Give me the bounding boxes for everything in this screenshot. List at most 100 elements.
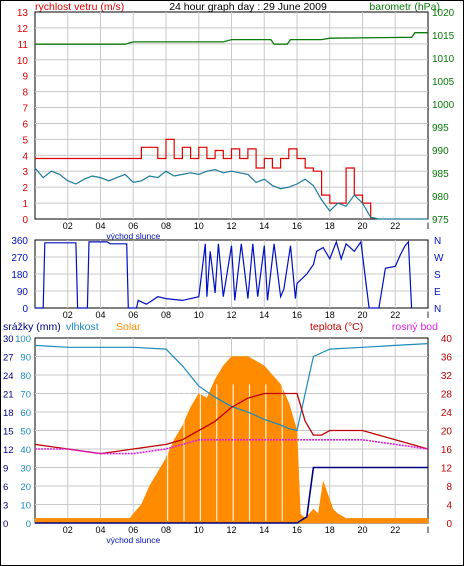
temperature-tick-label: 32 xyxy=(441,371,453,382)
direction-tick-label: 180 xyxy=(11,270,28,281)
temperature-tick-label: 16 xyxy=(441,445,453,456)
rain-tick-label: 15 xyxy=(3,427,14,438)
direction-x-tick: 04 xyxy=(95,310,105,320)
compass-label: E xyxy=(434,287,441,298)
climate-x-tick: 02 xyxy=(63,525,73,535)
humidity-tick-label: 0 xyxy=(26,519,31,530)
direction-tick-label: 0 xyxy=(22,304,28,315)
rain-tick-label: 27 xyxy=(3,353,14,364)
direction-x-tick: 22 xyxy=(390,310,400,320)
wind-tick-label: 2 xyxy=(22,183,28,194)
wind-x-tick: 02 xyxy=(63,221,73,231)
compass-label: N xyxy=(434,304,441,315)
rain-tick-label: 18 xyxy=(3,408,14,419)
humidity-tick-label: 40 xyxy=(20,445,31,456)
dewpoint-axis-label: rosný bod xyxy=(392,321,438,333)
wind-tick-label: 6 xyxy=(22,119,28,130)
rain-tick-label: 9 xyxy=(3,464,8,475)
humidity-tick-label: 60 xyxy=(20,408,31,419)
barometer-tick-label: 1010 xyxy=(432,54,455,65)
climate-x-tick: 20 xyxy=(357,525,367,535)
rain-axis-label: srážky (mm) xyxy=(3,321,61,333)
barometer-tick-label: 1005 xyxy=(432,77,455,88)
wind-tick-label: 7 xyxy=(22,104,28,115)
direction-x-tick: 16 xyxy=(292,310,302,320)
rain-tick-label: 0 xyxy=(3,519,8,530)
barometer-tick-label: 990 xyxy=(432,146,449,157)
wind-tick-label: 1 xyxy=(22,199,28,210)
humidity-tick-label: 50 xyxy=(20,427,31,438)
graph-title: 24 hour graph day : 29 June 2009 xyxy=(169,1,327,13)
humidity-tick-label: 70 xyxy=(20,390,31,401)
rain-tick-label: 24 xyxy=(3,371,14,382)
direction-x-tick: 10 xyxy=(194,310,204,320)
wind-tick-label: 8 xyxy=(22,88,28,99)
temperature-axis-label: teplota (°C) xyxy=(310,321,363,333)
direction-x-tick: 14 xyxy=(259,310,269,320)
barometer-tick-label: 1015 xyxy=(432,31,455,42)
direction-tick-label: 360 xyxy=(11,236,28,247)
barometer-tick-label: 1020 xyxy=(432,8,455,19)
humidity-axis-label: vlhkost xyxy=(66,321,99,333)
rain-tick-label: 3 xyxy=(3,501,8,512)
wind-x-tick: 22 xyxy=(390,221,400,231)
temperature-tick-label: 12 xyxy=(441,464,453,475)
temperature-tick-label: 40 xyxy=(441,334,453,345)
direction-x-tick: 18 xyxy=(325,310,335,320)
temperature-line xyxy=(34,392,429,455)
humidity-line xyxy=(34,343,429,432)
direction-tick-label: 90 xyxy=(17,287,29,298)
humidity-tick-label: 20 xyxy=(20,482,31,493)
barometer-tick-label: 985 xyxy=(432,169,449,180)
climate-x-tick: 08 xyxy=(161,525,171,535)
climate-x-tick: 22 xyxy=(390,525,400,535)
wind-x-tick: 10 xyxy=(194,221,204,231)
climate-x-tick: 18 xyxy=(325,525,335,535)
temperature-tick-label: 0 xyxy=(446,519,452,530)
wind-x-tick: 18 xyxy=(325,221,335,231)
wind-x-tick: 20 xyxy=(357,221,367,231)
temperature-tick-label: 4 xyxy=(446,501,452,512)
wind-tick-label: 11 xyxy=(18,40,29,51)
wind-x-tick: 08 xyxy=(161,221,171,231)
wind-average-line xyxy=(34,167,428,220)
wind-tick-label: 0 xyxy=(22,215,28,226)
barometer-tick-label: 980 xyxy=(432,192,449,203)
temperature-tick-label: 36 xyxy=(441,353,453,364)
climate-x-tick: 06 xyxy=(128,525,138,535)
wind-x-tick: 16 xyxy=(292,221,302,231)
temperature-tick-label: 8 xyxy=(446,482,452,493)
climate-x-tick: 10 xyxy=(194,525,204,535)
wind-tick-label: 3 xyxy=(22,167,28,178)
sunrise-caption: východ slunce xyxy=(106,231,160,241)
direction-x-tick: 06 xyxy=(128,310,138,320)
rain-tick-label: 30 xyxy=(3,334,14,345)
wind-tick-label: 13 xyxy=(17,8,29,19)
climate-x-tick: 04 xyxy=(95,525,105,535)
rain-tick-label: 21 xyxy=(3,390,14,401)
humidity-tick-label: 10 xyxy=(20,501,31,512)
wind-direction-line xyxy=(35,240,413,309)
direction-x-tick: 20 xyxy=(357,310,367,320)
direction-x-tick: 08 xyxy=(161,310,171,320)
climate-x-tick: 16 xyxy=(292,525,302,535)
barometer-tick-label: 995 xyxy=(432,123,449,134)
wind-x-tick: 12 xyxy=(226,221,236,231)
climate-x-tick: I xyxy=(427,525,430,535)
wind-speed-line xyxy=(35,138,372,219)
wind-tick-label: 4 xyxy=(22,151,28,162)
compass-label: N xyxy=(434,236,441,247)
wind-x-tick: 06 xyxy=(128,221,138,231)
rain-line xyxy=(35,466,428,524)
humidity-tick-label: 80 xyxy=(20,371,31,382)
dewpoint-line xyxy=(35,438,429,455)
wind-tick-label: 9 xyxy=(22,72,28,83)
wind-axis-label: rychlost vetru (m/s) xyxy=(35,1,124,13)
wind-tick-label: 10 xyxy=(17,56,29,67)
wind-x-tick: 14 xyxy=(259,221,269,231)
compass-label: W xyxy=(434,253,444,264)
direction-x-tick: 02 xyxy=(63,310,73,320)
rain-tick-label: 6 xyxy=(3,482,8,493)
direction-x-tick: I xyxy=(427,310,430,320)
